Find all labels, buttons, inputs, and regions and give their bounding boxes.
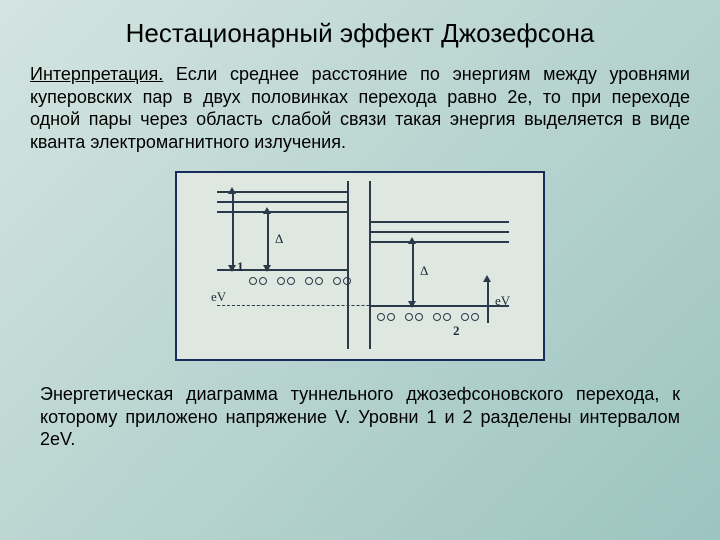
cooper-pair-icon [471,313,479,321]
right-level-line [369,231,509,233]
cooper-pair-icon [443,313,451,321]
cooper-pair-icon [433,313,441,321]
delta-right-label: Δ [420,263,428,279]
slide-title: Нестационарный эффект Джозефсона [30,18,690,49]
left-vert-marker [232,191,234,269]
level-2-label: 2 [453,323,460,339]
barrier-line [369,181,371,349]
cooper-pair-icon [287,277,295,285]
arrowhead-icon [263,265,271,272]
arrowhead-icon [483,275,491,282]
arrowhead-icon [263,207,271,214]
cooper-pair-icon [315,277,323,285]
right-level-line [369,241,509,243]
ev-right-label: eV [495,293,510,309]
intro-term: Интерпретация. [30,64,163,84]
cooper-pair-icon [333,277,341,285]
cooper-pair-icon [461,313,469,321]
diagram-caption: Энергетическая диаграмма туннельного джо… [30,383,690,451]
cooper-pair-icon [415,313,423,321]
cooper-pair-icon [343,277,351,285]
diagram-container: Δ Δ 1 2 eV eV [30,171,690,361]
left-level-line [217,211,347,213]
barrier-line [347,181,349,349]
cooper-pair-icon [387,313,395,321]
arrowhead-icon [408,237,416,244]
arrowhead-icon [228,265,236,272]
energy-diagram: Δ Δ 1 2 eV eV [175,171,545,361]
intro-paragraph: Интерпретация. Если среднее расстояние п… [30,63,690,153]
left-level-line [217,201,347,203]
ev-left-label: eV [211,289,226,305]
left-level-line [217,191,347,193]
cooper-pair-icon [377,313,385,321]
left-delta-marker [267,211,269,269]
delta-left-label: Δ [275,231,283,247]
cooper-pair-icon [305,277,313,285]
cooper-pair-icon [259,277,267,285]
right-ev-marker [487,279,489,323]
right-level-line [369,221,509,223]
right-delta-marker [412,241,414,305]
cooper-pair-icon [405,313,413,321]
arrowhead-icon [228,187,236,194]
cooper-pair-icon [277,277,285,285]
dashed-ref-line [217,305,509,306]
level-1-label: 1 [237,259,244,275]
cooper-pair-icon [249,277,257,285]
